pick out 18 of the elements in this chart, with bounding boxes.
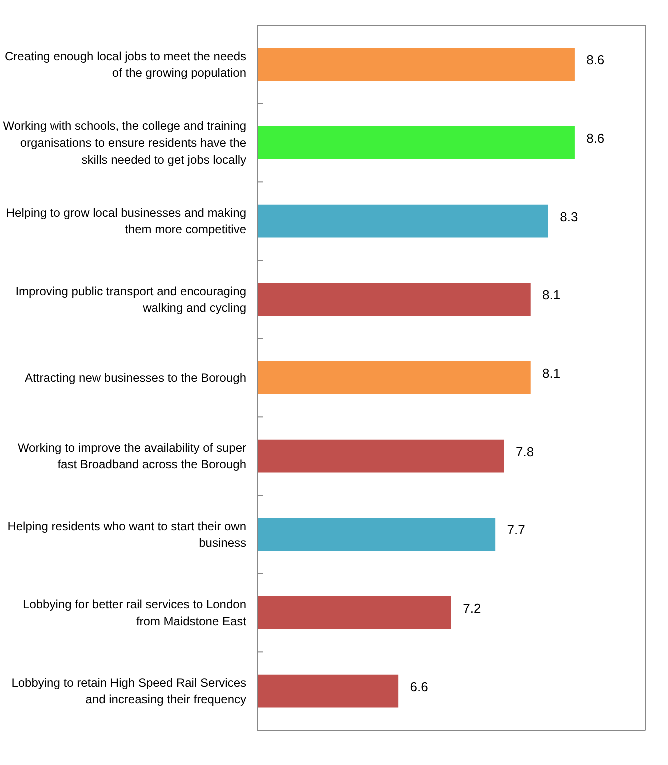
y-tick-label: Helping to grow local businesses and making them more competitive xyxy=(6,206,247,237)
data-label: 6.6 xyxy=(410,679,428,694)
y-tick-label: Improving public transport and encouraging walking and cycling xyxy=(16,284,247,316)
data-label: 7.7 xyxy=(507,522,526,538)
y-tick-label: Attracting new businesses to the Borough xyxy=(25,371,246,385)
data-label: 7.8 xyxy=(516,444,534,460)
data-label: 8.3 xyxy=(560,209,578,224)
y-tick-label: Helping residents who want to start their own business xyxy=(8,519,247,550)
data-label: 8.6 xyxy=(586,131,605,146)
data-label: 7.2 xyxy=(463,601,482,616)
y-tick-label: Lobbying to retain High Speed Rail Services and increasing their frequency xyxy=(12,676,247,707)
y-tick-label: Lobbying for better rail services to London from Maidstone East xyxy=(23,598,248,628)
y-tick-label: Working with schools, the college and training organisations to ensure residents have the skills needed to get jobs locally xyxy=(3,119,247,167)
data-label: 8.1 xyxy=(542,366,561,381)
y-tick-label: Working to improve the availability of super fast Broadband across the Borough xyxy=(18,440,247,472)
data-label: 8.1 xyxy=(542,288,561,303)
data-label: 8.6 xyxy=(586,52,605,68)
y-tick-label: Creating enough local jobs to meet the needs of the growing population xyxy=(5,49,247,80)
